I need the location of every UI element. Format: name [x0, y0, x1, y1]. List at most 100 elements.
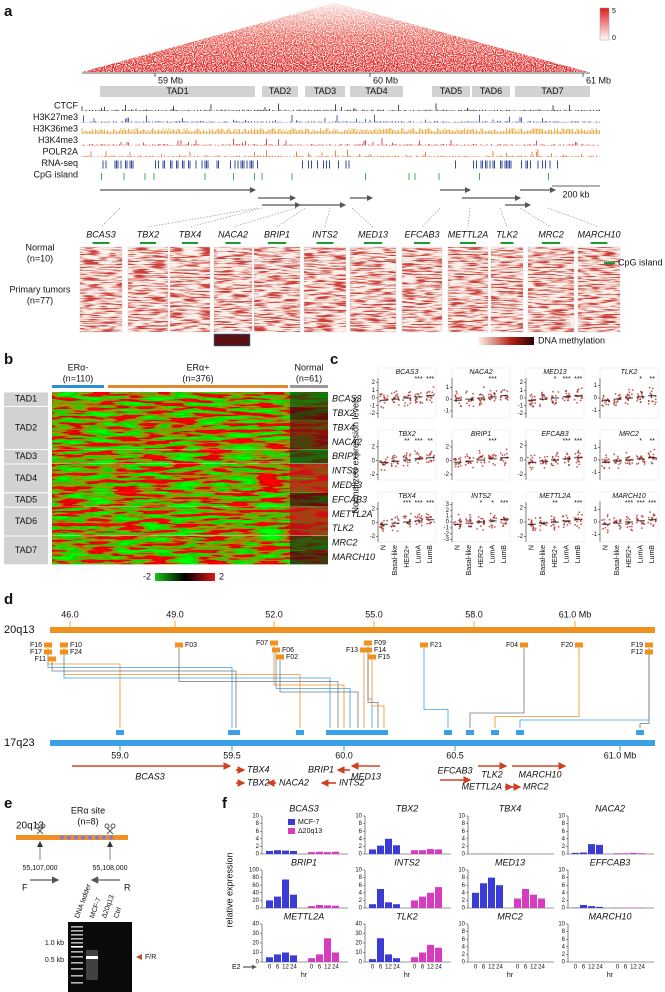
- fragment: [444, 730, 452, 735]
- methylation-heatmap: [304, 247, 346, 332]
- dot: [396, 395, 399, 398]
- y-tick-label: 0: [562, 852, 566, 858]
- normal-block: [290, 521, 328, 536]
- dot: [626, 526, 629, 529]
- cpg-legend: CpG island: [618, 257, 663, 267]
- y-tick-label: -1: [592, 532, 598, 538]
- y-tick-label: -2: [370, 534, 376, 540]
- dot: [531, 456, 534, 459]
- dot: [561, 397, 564, 400]
- panel-label: a: [4, 3, 13, 20]
- y-tick-label: 6: [462, 829, 466, 835]
- methylation-heatmap: [491, 247, 523, 332]
- panel-title: TBX2: [398, 431, 416, 438]
- cut-marker: [107, 841, 113, 847]
- dot: [415, 393, 417, 396]
- fragment: [368, 654, 376, 660]
- significance: ***: [574, 438, 582, 445]
- dot: [481, 454, 484, 457]
- bar: [496, 885, 503, 908]
- dot: [530, 454, 532, 457]
- dot: [604, 526, 607, 529]
- y-tick-label: 0: [372, 458, 376, 464]
- dot: [420, 521, 423, 524]
- dot: [544, 458, 547, 461]
- y-tick-label: 4: [462, 836, 466, 842]
- dot: [581, 397, 583, 400]
- y-tick-label: 4: [359, 836, 363, 842]
- y-tick-label: -1: [444, 409, 450, 415]
- dot: [529, 458, 532, 461]
- dot: [406, 464, 409, 467]
- tad-box: [4, 464, 48, 493]
- connector: [324, 207, 331, 228]
- dot: [430, 450, 433, 453]
- expression-heatmap: [52, 550, 328, 565]
- tad-label: TAD3: [314, 86, 336, 96]
- dot: [482, 522, 485, 525]
- bar: [308, 958, 315, 962]
- fragment: [380, 730, 388, 735]
- y-tick-label: 2: [372, 380, 376, 386]
- gene-label: METTL2A: [461, 781, 502, 791]
- dot: [405, 452, 408, 455]
- dot: [468, 399, 470, 402]
- dot: [529, 395, 532, 397]
- bar: [316, 851, 323, 854]
- y-tick-label: 2: [372, 506, 376, 512]
- dot: [608, 467, 611, 469]
- dot: [456, 397, 459, 399]
- chromosome-tick-label: 58.0: [465, 609, 483, 619]
- dot: [391, 399, 394, 401]
- dot: [419, 455, 421, 458]
- dot: [433, 521, 435, 523]
- dot: [557, 525, 560, 528]
- x-tick-label: 6: [482, 965, 486, 971]
- dot: [390, 518, 393, 521]
- dot: [393, 459, 395, 461]
- y-tick-label: -2: [370, 472, 376, 478]
- chromosome-tick-label: 46.0: [61, 609, 79, 619]
- x-tick-label: 0: [474, 965, 478, 971]
- significance: **: [649, 376, 655, 383]
- y-tick-label: -1: [518, 403, 524, 409]
- methylation-heatmap: [214, 247, 252, 332]
- tad-box: [305, 86, 345, 97]
- bar: [377, 889, 384, 908]
- dot: [505, 397, 507, 400]
- dot: [433, 393, 435, 395]
- x-tick-label: 24: [290, 965, 297, 971]
- dot: [565, 514, 568, 517]
- erα-site: [73, 835, 79, 840]
- dot: [428, 522, 431, 525]
- dot: [626, 393, 629, 396]
- panel-title: BRIP1: [471, 431, 491, 438]
- y-tick-label: 6: [256, 829, 260, 835]
- treatment-label: E2: [232, 964, 241, 971]
- dot: [420, 517, 422, 520]
- x-tick-label: HER2+: [626, 545, 633, 568]
- significance: *: [554, 376, 557, 383]
- tad-label: TAD4: [15, 473, 37, 483]
- dot: [647, 452, 650, 455]
- y-tick-label: 1: [594, 507, 598, 513]
- product-marker: [136, 954, 142, 960]
- x-tick-label: 0: [516, 965, 520, 971]
- dot: [527, 456, 529, 459]
- y-tick-label: 10: [252, 950, 259, 956]
- dot: [489, 518, 492, 521]
- chart-title: NACA2: [595, 803, 625, 813]
- dot: [649, 450, 652, 453]
- dot: [618, 463, 620, 466]
- y-tick-label: 2: [462, 952, 466, 958]
- dot: [531, 466, 534, 469]
- dot: [464, 456, 467, 458]
- dot: [539, 405, 541, 408]
- normal-block: [290, 406, 328, 421]
- bar: [274, 850, 281, 854]
- x-tick-label: LumA: [637, 545, 644, 564]
- dot: [641, 515, 644, 518]
- dot: [614, 461, 616, 464]
- y-tick-label: 8: [256, 821, 260, 827]
